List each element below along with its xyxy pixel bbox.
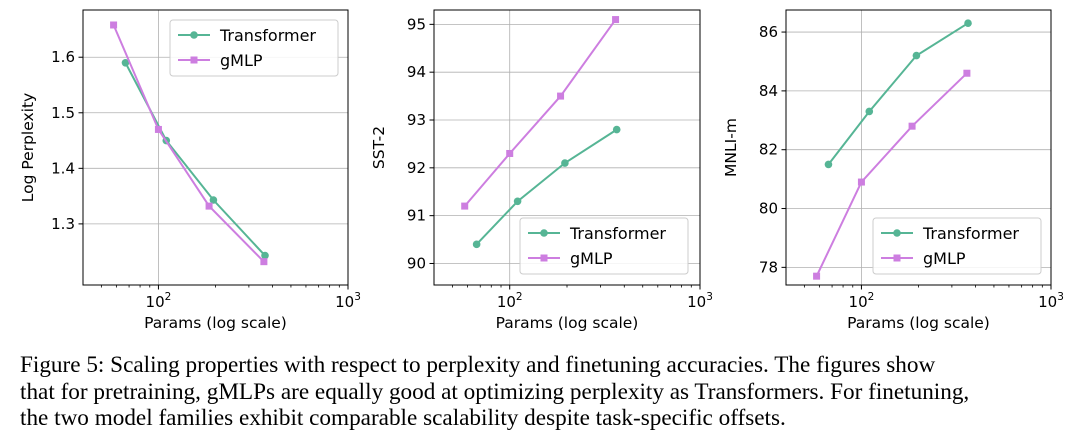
x-axis-label: Params (log scale) [496,314,639,332]
y-tick-label: 95 [407,15,426,33]
x-tick-label: 102 [146,291,172,311]
data-point-transformer [612,125,621,134]
legend-label: Transformer [569,224,666,243]
legend: Transformer gMLP [169,19,339,77]
data-point-transformer [824,160,833,169]
caption-line-3: the two model families exhibit comparabl… [20,405,786,431]
figure-charts: 102 103 1.3 1.4 1.5 1.6 Params (log scale) Log … [19,9,1064,332]
data-point-transformer [964,19,972,28]
data-point-gmlp [557,92,565,100]
y-tick-label: 1.6 [51,48,75,66]
legend-box [872,217,1042,275]
legend-box [169,19,339,77]
x-tick-label: 103 [335,291,361,311]
data-point-gmlp [205,202,213,210]
x-tick-label: 103 [687,291,713,311]
data-point-gmlp [260,258,268,266]
y-tick-label: 82 [759,141,778,159]
x-tick-label: 103 [1038,291,1064,311]
data-point-transformer [561,159,569,167]
data-point-gmlp [506,149,514,157]
panel-log-perplexity: 102 103 1.3 1.4 1.5 1.6 Params (log scale) Log … [19,9,361,332]
y-axis-label: SST-2 [370,126,388,169]
y-tick-label: 94 [407,63,426,81]
legend-marker [540,254,548,262]
y-tick-label: 80 [759,200,778,218]
panel-sst2: 102 103 90 91 92 93 94 95 Params (log scale) SST-… [370,9,713,332]
data-point-gmlp [612,16,620,24]
legend-marker [893,229,901,237]
data-point-transformer [121,58,130,67]
y-tick-label: 90 [407,254,426,272]
legend-label: gMLP [570,249,613,268]
x-axis-label: Params (log scale) [144,314,287,332]
data-point-gmlp [857,178,865,186]
y-tick-label: 1.3 [51,215,75,233]
data-point-transformer [513,197,522,206]
legend-label: gMLP [923,249,966,268]
data-point-gmlp [908,122,916,130]
panel-mnli: 102 103 78 80 82 84 86 Params (log scale) MNLI-m… [722,9,1064,332]
data-point-gmlp [963,69,971,77]
plot-frame [433,9,701,286]
series-line-transformer [475,128,618,245]
y-tick-label: 92 [407,159,426,177]
y-tick-label: 1.4 [51,159,75,177]
data-point-gmlp [154,125,162,133]
legend-marker [893,254,901,262]
legend: Transformer gMLP [519,217,689,275]
y-tick-label: 86 [759,23,778,41]
y-tick-label: 91 [407,207,426,225]
legend-label: gMLP [220,51,263,70]
figure-caption: Figure 5: Scaling properties with respec… [20,352,1070,432]
y-axis-label: MNLI-m [722,118,740,177]
x-axis-label: Params (log scale) [847,314,990,332]
series-line-transformer [124,62,266,257]
data-point-gmlp [461,202,469,210]
legend: Transformer gMLP [872,217,1042,275]
y-axis-label: Log Perplexity [19,93,37,202]
legend-marker [540,229,548,237]
y-tick-label: 78 [759,258,778,276]
plot-frame [82,9,349,286]
x-tick-label: 102 [497,291,523,311]
caption-line-1: Figure 5: Scaling properties with respec… [20,352,936,378]
data-point-gmlp [813,272,821,280]
x-tick-label: 102 [849,291,875,311]
data-point-transformer [865,107,874,116]
caption-line-2: that for pretraining, gMLPs are equally … [20,378,970,405]
plot-frame [785,9,1052,286]
series-line-transformer [827,22,969,166]
series-line-gmlp [815,72,968,277]
data-point-transformer [261,251,269,260]
y-tick-label: 1.5 [51,104,75,122]
data-point-transformer [209,196,218,204]
series-line-gmlp [112,24,265,263]
legend-box [519,217,689,275]
legend-label: Transformer [219,26,316,45]
legend-marker [190,56,198,64]
legend-label: Transformer [922,224,1019,243]
y-tick-label: 84 [759,82,778,100]
data-point-transformer [472,240,481,249]
data-point-transformer [912,51,921,60]
legend-marker [190,31,198,39]
series-line-gmlp [463,19,617,207]
y-tick-label: 93 [407,111,426,129]
data-point-gmlp [110,21,118,29]
